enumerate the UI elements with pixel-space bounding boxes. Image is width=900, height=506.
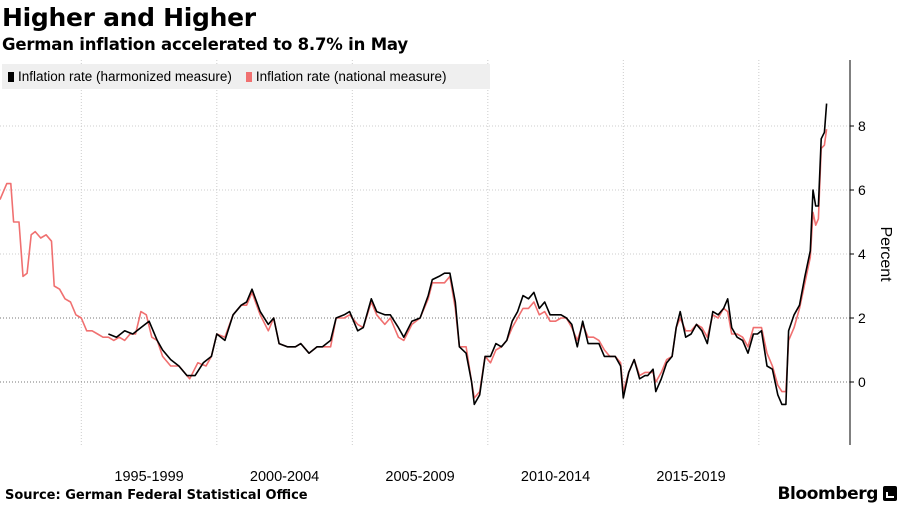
chart-legend: Inflation rate (harmonized measure) Infl… xyxy=(2,64,490,89)
legend-label-national: Inflation rate (national measure) xyxy=(255,69,447,84)
legend-item-harmonized: Inflation rate (harmonized measure) xyxy=(8,69,232,84)
y-tick-label: 4 xyxy=(858,246,866,262)
x-tick-label: 2010-2014 xyxy=(521,469,590,485)
x-tick-label: 1995-1999 xyxy=(114,469,183,485)
legend-swatch-harmonized xyxy=(8,71,14,82)
y-axis-title: Percent xyxy=(877,226,894,282)
chart-subtitle: German inflation accelerated to 8.7% in … xyxy=(2,35,408,54)
legend-item-national: Inflation rate (national measure) xyxy=(245,69,447,84)
series-line-national xyxy=(0,129,828,399)
x-tick-label: 2015-2019 xyxy=(656,469,725,485)
source-note: Source: German Federal Statistical Offic… xyxy=(5,488,308,503)
legend-label-harmonized: Inflation rate (harmonized measure) xyxy=(18,69,232,84)
y-tick-label: 8 xyxy=(858,118,866,134)
legend-swatch-national xyxy=(245,71,252,82)
brand-logo: Bloomberg xyxy=(777,484,878,504)
x-tick-label: 2005-2009 xyxy=(385,469,454,485)
chart-title: Higher and Higher xyxy=(2,3,256,32)
series-line-harmonized xyxy=(108,103,828,406)
y-tick-label: 6 xyxy=(858,182,866,198)
x-tick-label: 2000-2004 xyxy=(250,469,319,485)
chart-icon xyxy=(883,486,897,501)
y-tick-label: 2 xyxy=(858,310,866,326)
y-tick-label: 0 xyxy=(858,374,866,390)
